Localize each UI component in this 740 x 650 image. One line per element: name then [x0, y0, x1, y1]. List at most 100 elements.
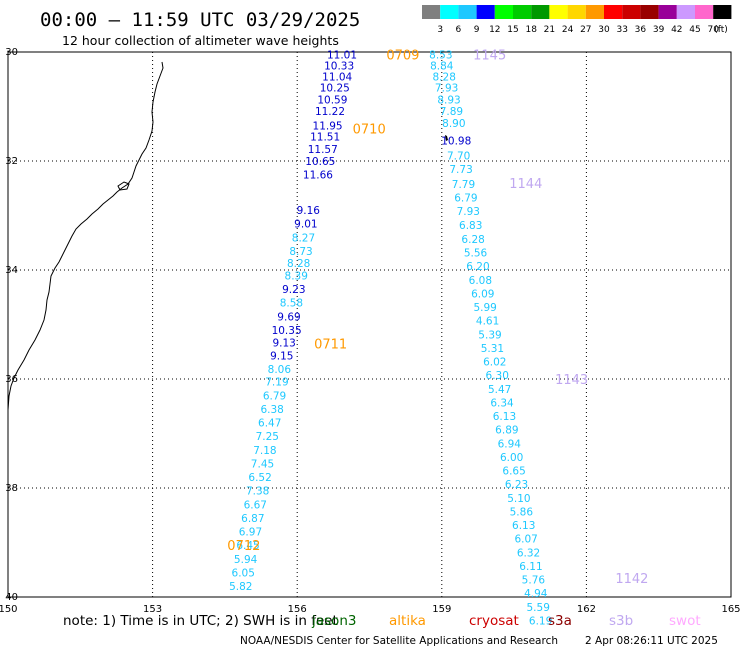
pass-time-label: 0711 [314, 338, 347, 353]
wave-height-label: 7.38 [246, 486, 269, 498]
coastline-islet [117, 181, 130, 191]
wave-height-label: 5.39 [478, 329, 501, 341]
wave-height-label: 6.08 [469, 275, 492, 287]
credit-text: NOAA/NESDIS Center for Satellite Applica… [240, 635, 558, 647]
legend-bin-label: 39 [653, 25, 665, 35]
pass-time-label: 1144 [509, 177, 542, 192]
wave-height-label: 8.58 [280, 298, 303, 310]
wave-height-label: 6.00 [500, 452, 523, 464]
wave-height-label: 8.84 [430, 61, 454, 73]
wave-height-label: 6.30 [486, 370, 509, 382]
wave-height-label: 5.94 [234, 554, 258, 566]
legend-bin-label: 21 [544, 25, 555, 35]
legend-bin-label: 36 [635, 25, 647, 35]
wave-height-label: 6.19 [529, 615, 552, 627]
pass-time-label: 1142 [615, 572, 648, 587]
mission-label-s3b: s3b [609, 613, 633, 629]
wave-height-label: 6.89 [495, 425, 518, 437]
wave-height-label: 5.10 [507, 493, 530, 505]
wave-height-label: 5.59 [527, 602, 550, 614]
legend-swatch [476, 5, 495, 19]
legend-bin-label: 33 [616, 25, 627, 35]
wave-height-label: 5.31 [481, 343, 504, 355]
wave-height-label: 10.59 [317, 94, 347, 106]
wave-height-label: 6.20 [466, 261, 489, 273]
wave-height-label: 7.79 [452, 179, 475, 191]
legend-bin-label: 6 [456, 25, 462, 35]
lat-tick-label: 38 [5, 483, 18, 494]
wave-height-label: 6.87 [241, 513, 264, 525]
mission-legend: jason3 altika cryosat s3a s3b swot [311, 613, 701, 629]
lat-tick-label: 34 [5, 265, 18, 276]
wave-height-label: 11.95 [313, 121, 343, 133]
wave-height-label: 7.45 [251, 458, 274, 470]
legend-swatch [440, 5, 459, 19]
wave-height-label: 6.52 [248, 472, 271, 484]
wave-height-label: 5.47 [488, 384, 511, 396]
wave-height-label: 6.11 [519, 561, 542, 573]
wave-height-label: 6.13 [493, 411, 516, 423]
wave-height-label: 7.93 [435, 82, 458, 94]
wave-height-label: 8.53 [429, 50, 452, 62]
lat-tick-label: 40 [5, 592, 18, 603]
legend-swatch [549, 5, 568, 19]
legend-bin-label: 15 [507, 25, 518, 35]
page-subtitle: 12 hour collection of altimeter wave hei… [62, 33, 339, 48]
note-text: note: 1) Time is in UTC; 2) SWH is in fe… [63, 613, 338, 629]
wave-height-label: 7.19 [265, 377, 288, 389]
mission-label-altika: altika [389, 613, 426, 629]
pass-time-label: 1143 [555, 373, 588, 388]
wave-height-label: 5.76 [522, 575, 546, 587]
longitude-tick-labels: 150 153 156 159 162 165 [0, 604, 740, 615]
wave-height-label: 7.18 [253, 445, 276, 457]
wave-height-label: 8.27 [292, 232, 315, 244]
wave-height-label: 6.05 [232, 567, 255, 579]
wave-height-label: 7.73 [449, 164, 472, 176]
legend-bin-label: 9 [474, 25, 480, 35]
legend-swatch [604, 5, 623, 19]
wave-height-label: 6.07 [514, 534, 537, 546]
pass-time-label: 0709 [386, 49, 419, 64]
wave-height-label: 10.25 [320, 82, 350, 94]
wave-height-label: 5.82 [229, 581, 252, 593]
wave-height-label: 6.13 [512, 520, 535, 532]
legend-unit: (ft) [714, 25, 728, 35]
lat-tick-label: 30 [5, 47, 18, 58]
wave-height-label: 8.90 [442, 118, 465, 130]
wave-height-label: 10.35 [272, 325, 302, 337]
latitude-tick-labels: 30 32 34 36 38 40 [5, 47, 18, 603]
mission-label-swot: swot [669, 613, 701, 629]
graticule [8, 52, 731, 597]
legend-bin-label: 12 [489, 25, 500, 35]
wave-height-label: 6.38 [260, 404, 283, 416]
wave-height-label: 6.94 [498, 438, 522, 450]
legend-swatch [494, 5, 513, 19]
lon-tick-label: 150 [0, 604, 18, 615]
wave-height-label: 9.15 [270, 351, 293, 363]
legend-swatch [658, 5, 677, 19]
legend-swatch [531, 5, 550, 19]
footer-note: note: 1) Time is in UTC; 2) SWH is in fe… [63, 613, 701, 629]
legend-swatch [695, 5, 714, 19]
wave-height-label: 8.06 [268, 364, 292, 376]
wave-height-label: 8.73 [289, 246, 312, 258]
wave-height-label: 6.65 [502, 466, 525, 478]
mission-label-s3a: s3a [548, 613, 572, 629]
pass-time-label: 0712 [227, 539, 260, 554]
wave-height-label: 6.32 [517, 547, 540, 559]
wave-height-label: 6.47 [258, 418, 281, 430]
legend-swatch [640, 5, 659, 19]
wave-height-label: 8.93 [437, 94, 460, 106]
wave-height-label: 11.22 [315, 106, 345, 118]
legend-swatch [458, 5, 477, 19]
wave-height-label: 11.51 [310, 131, 340, 143]
lon-tick-label: 153 [143, 604, 162, 615]
wave-height-label: 7.25 [256, 431, 279, 443]
wave-height-label: 6.02 [483, 357, 506, 369]
color-legend: 3 6 9 12 15 18 21 24 27 30 33 36 39 42 45 70(ft) [422, 5, 732, 35]
legend-swatch [422, 5, 441, 19]
wave-height-label: 5.56 [464, 248, 488, 260]
